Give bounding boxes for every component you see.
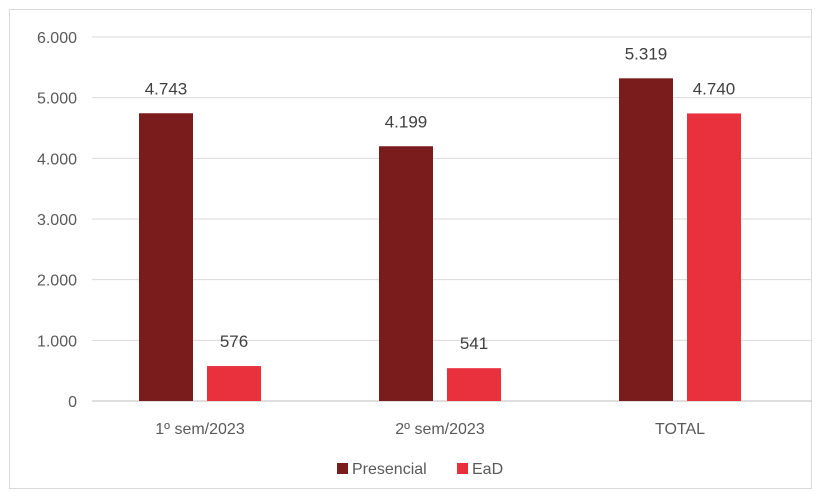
legend-swatch-presencial [337,463,348,474]
data-label: 4.199 [385,112,428,131]
data-label: 4.740 [693,79,736,98]
legend-label: EaD [472,461,503,478]
y-tick-label: 0 [68,394,77,411]
bar-presencial [139,113,193,402]
x-tick-label: 2º sem/2023 [395,421,485,438]
y-tick-label: 5.000 [37,91,77,108]
y-tick-label: 2.000 [37,273,77,290]
data-label: 4.743 [145,79,188,98]
y-tick-label: 3.000 [37,212,77,229]
bar-presencial [379,146,433,401]
y-tick-label: 4.000 [37,151,77,168]
data-label: 541 [460,334,488,353]
legend-label: Presencial [352,461,427,478]
legend-swatch-ead [457,463,468,474]
x-tick-label: TOTAL [655,421,705,438]
data-label: 576 [220,332,248,351]
bar-ead [207,366,261,401]
y-tick-label: 6.000 [37,30,77,47]
bar-presencial [619,78,673,402]
bar-ead [447,368,501,401]
data-label: 5.319 [625,44,668,63]
bar-ead [687,113,741,401]
y-tick-label: 1.000 [37,333,77,350]
x-tick-label: 1º sem/2023 [155,421,245,438]
